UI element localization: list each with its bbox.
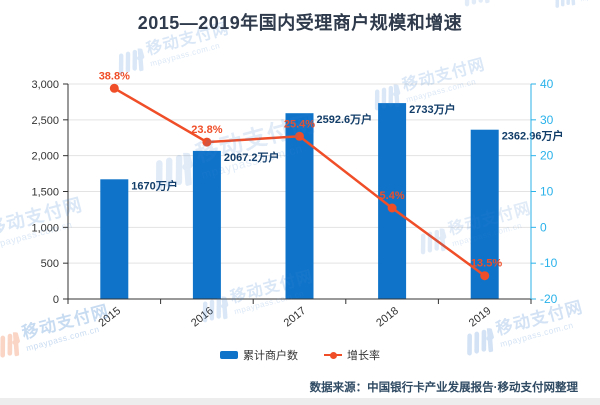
- x-axis-category-label: 2015: [96, 305, 123, 330]
- left-axis-tick-label: 500: [41, 258, 59, 270]
- bar-2019[interactable]: [470, 129, 499, 299]
- line-value-label: 25.4%: [284, 118, 315, 130]
- bar-value-label: 2067.2万户: [224, 150, 280, 164]
- line-value-label: 23.8%: [191, 124, 222, 136]
- line-point-2016[interactable]: [202, 137, 212, 147]
- right-axis-tick-label: -20: [540, 292, 558, 306]
- right-axis-tick-label: 10: [540, 185, 554, 199]
- line-value-label: 38.8%: [99, 70, 130, 82]
- x-axis-category-label: 2019: [467, 305, 494, 330]
- legend-merchants-label: 累计商户数: [243, 350, 298, 362]
- left-axis-tick-label: 0: [53, 294, 59, 306]
- x-axis-category-label: 2018: [374, 305, 401, 330]
- line-value-label: -13.5%: [467, 258, 502, 270]
- left-axis-tick-label: 2,500: [31, 115, 59, 127]
- x-axis-category-label: 2016: [189, 305, 216, 330]
- bar-2017[interactable]: [285, 113, 314, 299]
- line-series-swatch-icon: [324, 351, 342, 359]
- bar-2016[interactable]: [192, 150, 221, 299]
- bar-value-label: 1670万户: [131, 178, 177, 192]
- line-point-2017[interactable]: [295, 131, 304, 141]
- x-axis-category-label: 2017: [282, 305, 309, 330]
- bar-value-label: 2733万户: [409, 102, 455, 116]
- legend-item-merchants[interactable]: 累计商户数: [220, 347, 298, 363]
- left-axis-tick-label: 2,000: [31, 151, 59, 163]
- right-axis-tick-label: 0: [540, 220, 547, 234]
- left-axis-tick-label: 1,500: [31, 187, 59, 199]
- line-point-2018[interactable]: [387, 203, 397, 213]
- legend: 累计商户数 增长率: [0, 347, 600, 363]
- right-axis-tick-label: -10: [540, 256, 558, 270]
- right-axis-tick-label: 30: [540, 113, 554, 127]
- legend-growth-label: 增长率: [347, 350, 380, 362]
- left-axis-tick-label: 3,000: [31, 79, 59, 91]
- right-axis-tick-label: 40: [540, 77, 554, 91]
- line-point-2015[interactable]: [109, 83, 119, 93]
- bar-value-label: 2362.96万户: [502, 129, 564, 143]
- left-axis-tick-label: 1,000: [31, 222, 59, 234]
- page-bottom-strip: [0, 398, 600, 405]
- data-source-note: 数据来源：中国银行卡产业发展报告·移动支付网整理: [309, 382, 578, 394]
- right-axis-tick-label: 20: [540, 149, 554, 163]
- bar-value-label: 2592.6万户: [317, 112, 373, 126]
- line-point-2019[interactable]: [480, 271, 490, 281]
- bar-2015[interactable]: [100, 179, 129, 299]
- chart-title: 2015—2019年国内受理商户规模和增速: [137, 13, 463, 33]
- line-value-label: 5.4%: [380, 190, 405, 202]
- legend-item-growth-rate[interactable]: 增长率: [324, 347, 380, 363]
- bar-series-swatch-icon: [220, 351, 238, 359]
